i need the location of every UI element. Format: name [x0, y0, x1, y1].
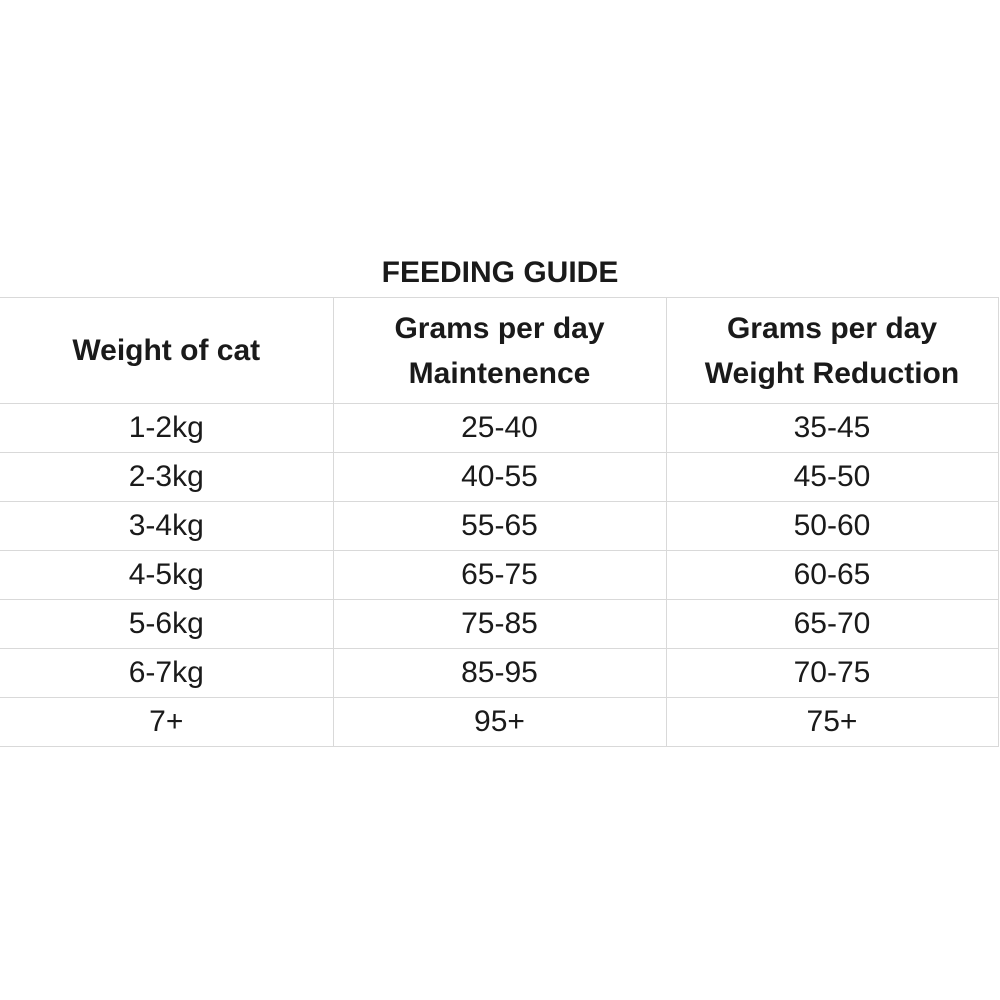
feeding-guide-table: Weight of cat Grams per day Maintenence … [0, 297, 999, 747]
table-row: 4-5kg 65-75 60-65 [0, 550, 999, 600]
weight-reduction-cell: 35-45 [665, 403, 999, 453]
maintenance-cell: 85-95 [332, 648, 667, 698]
page-title: FEEDING GUIDE [381, 256, 619, 289]
header-line: Maintenence [408, 356, 591, 390]
table-body: 1-2kg 25-40 35-45 2-3kg 40-55 45-50 3-4k… [0, 403, 999, 747]
table-row: 6-7kg 85-95 70-75 [0, 648, 999, 698]
weight-reduction-cell: 70-75 [665, 648, 999, 698]
header-row: Weight of cat Grams per day Maintenence … [0, 297, 999, 404]
maintenance-cell: 95+ [332, 697, 667, 747]
maintenance-cell: 65-75 [332, 550, 667, 600]
weight-reduction-cell: 50-60 [665, 501, 999, 551]
weight-cell: 1-2kg [0, 403, 334, 453]
table-row: 2-3kg 40-55 45-50 [0, 452, 999, 502]
weight-reduction-cell: 60-65 [665, 550, 999, 600]
weight-reduction-cell: 75+ [665, 697, 999, 747]
weight-cell: 7+ [0, 697, 334, 747]
header-weight-reduction: Grams per day Weight Reduction [665, 297, 999, 404]
maintenance-cell: 75-85 [332, 599, 667, 649]
table-row: 7+ 95+ 75+ [0, 697, 999, 747]
table-row: 5-6kg 75-85 65-70 [0, 599, 999, 649]
weight-cell: 2-3kg [0, 452, 334, 502]
header-line: Grams per day [726, 311, 938, 345]
header-line: Weight of cat [72, 334, 261, 367]
header-line: Weight Reduction [704, 356, 960, 390]
weight-reduction-cell: 45-50 [665, 452, 999, 502]
header-maintenance: Grams per day Maintenence [332, 297, 667, 404]
weight-cell: 4-5kg [0, 550, 334, 600]
maintenance-cell: 55-65 [332, 501, 667, 551]
weight-cell: 6-7kg [0, 648, 334, 698]
maintenance-cell: 25-40 [332, 403, 667, 453]
maintenance-cell: 40-55 [332, 452, 667, 502]
table-row: 1-2kg 25-40 35-45 [0, 403, 999, 453]
weight-cell: 5-6kg [0, 599, 334, 649]
table-row: 3-4kg 55-65 50-60 [0, 501, 999, 551]
weight-cell: 3-4kg [0, 501, 334, 551]
weight-reduction-cell: 65-70 [665, 599, 999, 649]
table-header: Weight of cat Grams per day Maintenence … [0, 297, 999, 404]
header-weight-of-cat: Weight of cat [0, 297, 334, 404]
header-line: Grams per day [394, 311, 605, 345]
